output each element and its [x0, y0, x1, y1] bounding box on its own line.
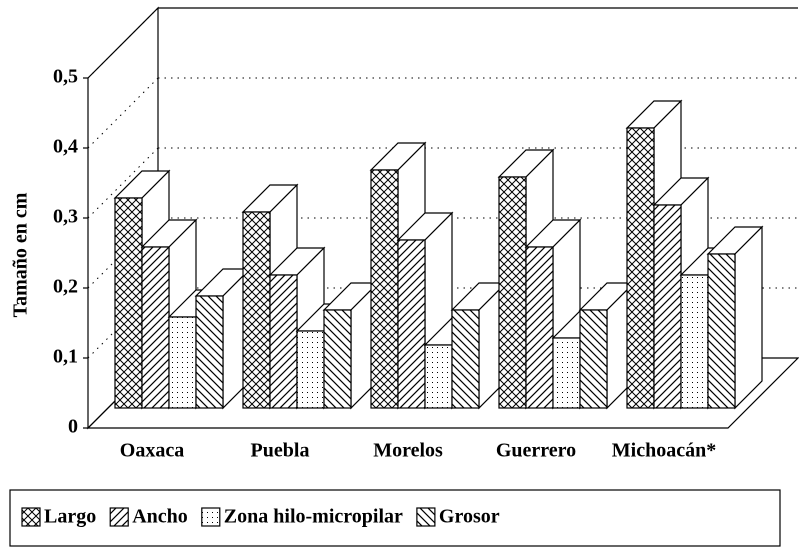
y-tick-label: 0,1	[53, 346, 78, 368]
bar-front	[323, 309, 352, 409]
x-tick-label: Morelos	[373, 440, 443, 462]
bar-front	[525, 246, 554, 409]
bar	[194, 267, 252, 410]
bar-front	[296, 330, 325, 409]
legend-label: Grosor	[439, 506, 500, 528]
y-tick-label: 0,2	[53, 276, 78, 298]
legend-swatch	[21, 507, 41, 527]
y-tick-label: 0,5	[53, 66, 78, 88]
bar-front	[195, 295, 224, 409]
bar-front	[141, 246, 170, 409]
bar-front	[370, 169, 399, 409]
bar-front	[552, 337, 581, 409]
grid-line	[87, 77, 159, 149]
bar-front	[626, 127, 655, 409]
legend-label: Zona hilo-micropilar	[224, 506, 403, 528]
y-tick-label: 0,4	[53, 136, 78, 158]
bar-front	[653, 204, 682, 409]
x-tick-label: Puebla	[251, 440, 310, 462]
bar-front	[397, 239, 426, 409]
x-tick-label: Michoacán*	[612, 440, 716, 462]
bar	[322, 281, 380, 410]
bar-front	[680, 274, 709, 409]
bar-front	[707, 253, 736, 409]
x-tick-label: Oaxaca	[120, 440, 184, 462]
bar-front	[579, 309, 608, 409]
legend-swatch	[201, 507, 221, 527]
bar	[578, 281, 636, 410]
y-tick-label: 0,3	[53, 206, 78, 228]
bar-front	[498, 176, 527, 409]
bar-front	[451, 309, 480, 409]
bar-front	[269, 274, 298, 409]
bar-side	[734, 225, 763, 410]
x-tick-label: Guerrero	[496, 440, 576, 462]
bar-front	[168, 316, 197, 409]
legend-label: Ancho	[132, 506, 188, 528]
y-axis-title: Tamaño en cm	[10, 192, 32, 317]
bar-front	[424, 344, 453, 409]
bar-front	[242, 211, 271, 409]
bar	[706, 225, 764, 410]
legend-swatch	[416, 507, 436, 527]
bar-front	[114, 197, 143, 409]
legend-label: Largo	[44, 506, 96, 528]
legend-swatch	[109, 507, 129, 527]
bar	[450, 281, 508, 410]
legend-box	[9, 489, 781, 547]
y-tick-label: 0	[68, 416, 78, 438]
